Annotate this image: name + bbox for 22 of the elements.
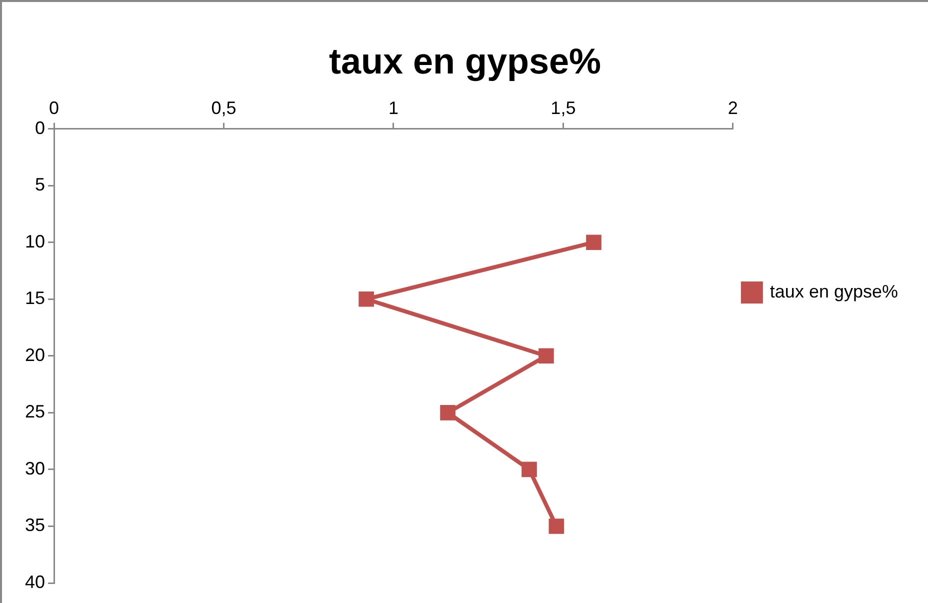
y-tick-label: 5 xyxy=(35,174,46,195)
point xyxy=(538,348,554,364)
point xyxy=(358,291,374,307)
y-tick-label: 25 xyxy=(24,402,46,422)
point xyxy=(548,518,564,534)
x-tick-label: 0 xyxy=(49,98,60,118)
point xyxy=(586,234,602,250)
y-tick-label: 15 xyxy=(24,288,46,308)
x-tick-label: 1,5 xyxy=(550,98,576,118)
y-tick-label: 35 xyxy=(24,515,46,536)
y-tick-label: 40 xyxy=(24,572,46,592)
x-tick-label: 1 xyxy=(388,98,398,118)
y-tick-label: 20 xyxy=(24,344,46,365)
y-tick-label: 30 xyxy=(24,458,46,478)
point xyxy=(440,405,456,420)
y-tick-label: 10 xyxy=(24,231,46,252)
legend-label: taux en gypse% xyxy=(770,281,898,302)
chart-title: taux en gypse% xyxy=(328,40,602,82)
y-tick-label: 0 xyxy=(35,118,46,138)
x-tick-label: 0,5 xyxy=(211,98,236,118)
x-tick-label: 2 xyxy=(728,98,738,118)
point xyxy=(522,462,537,478)
